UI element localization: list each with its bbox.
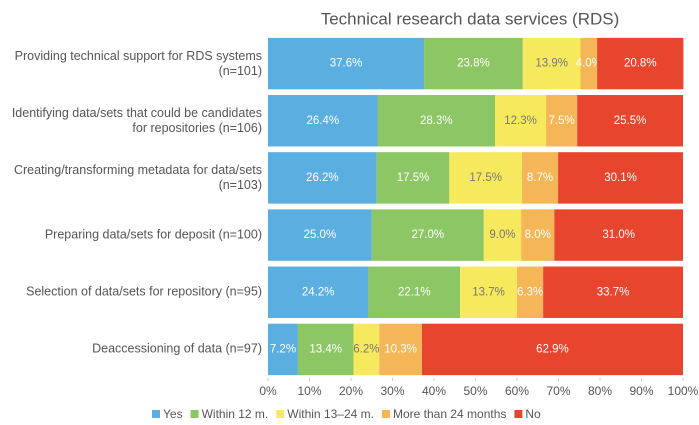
bar-segment: [368, 266, 461, 318]
data-label: 8.7%: [527, 172, 553, 184]
data-label: 33.7%: [597, 286, 630, 298]
bar-segment: [558, 152, 683, 204]
legend-label: Within 12 m.: [202, 407, 269, 421]
bar-segment: [517, 266, 544, 318]
data-label: 25.5%: [614, 115, 647, 127]
data-label: 20.8%: [624, 58, 657, 70]
bar-segment: [495, 95, 547, 147]
data-label: 6.2%: [353, 343, 379, 355]
bar-segment: [268, 266, 369, 318]
bar-segment: [449, 152, 522, 204]
bar-segment: [580, 37, 598, 90]
data-label: 22.1%: [398, 286, 431, 298]
x-tick-label: 30%: [380, 384, 404, 398]
bar-segment: [268, 152, 377, 204]
bar-segment: [371, 209, 484, 261]
bar-segment: [577, 95, 683, 147]
bar-segment: [379, 323, 422, 376]
x-tick-label: 90%: [629, 384, 653, 398]
data-label: 10.3%: [384, 343, 417, 355]
bar-segment: [521, 209, 555, 261]
legend-label: Yes: [163, 407, 183, 421]
bar-segment: [424, 37, 523, 90]
data-label: 7.2%: [270, 343, 296, 355]
bar-segment: [268, 95, 378, 147]
y-tick-label: Creating/transforming metadata for data/…: [13, 162, 262, 192]
legend-swatch: [514, 410, 523, 418]
data-label: 28.3%: [420, 115, 453, 127]
y-tick-label: Providing technical support for RDS syst…: [14, 48, 262, 78]
legend-label: Within 13–24 m.: [287, 407, 374, 421]
bar-segment: [376, 152, 450, 204]
data-label: 9.0%: [489, 229, 515, 241]
x-tick-label: 40%: [422, 384, 446, 398]
data-label: 62.9%: [536, 343, 569, 355]
x-tick-label: 20%: [339, 384, 363, 398]
legend-swatch: [190, 410, 199, 418]
bar-segment: [268, 37, 425, 90]
x-tick-label: 70%: [546, 384, 570, 398]
data-label: 12.3%: [504, 115, 537, 127]
data-label: 8.0%: [525, 229, 551, 241]
x-tick-label: 80%: [588, 384, 612, 398]
bar-segment: [543, 266, 683, 318]
bar-segment: [268, 209, 372, 261]
bar-segment: [268, 323, 298, 376]
data-label: 30.1%: [604, 172, 637, 184]
bar-segment: [554, 209, 683, 261]
data-label: 13.7%: [472, 286, 505, 298]
data-label: 25.0%: [304, 229, 337, 241]
bar-segment: [483, 209, 522, 261]
bar-segment: [353, 323, 380, 376]
data-label: 26.2%: [306, 172, 339, 184]
data-label: 13.4%: [309, 343, 342, 355]
data-label: 7.5%: [549, 115, 575, 127]
bar-segment: [460, 266, 517, 318]
legend-swatch: [381, 410, 390, 418]
chart-title: Technical research data services (RDS): [321, 9, 620, 28]
bar-segment: [421, 323, 683, 376]
data-label: 13.9%: [535, 58, 568, 70]
legend-label: No: [525, 407, 541, 421]
x-tick-label: 50%: [463, 384, 487, 398]
bar-segment: [377, 95, 496, 147]
data-label: 17.5%: [397, 172, 430, 184]
bar-segment: [597, 37, 684, 90]
legend-label: More than 24 months: [393, 407, 506, 421]
data-label: 6.3%: [517, 286, 543, 298]
data-label: 23.8%: [457, 58, 490, 70]
data-label: 17.5%: [469, 172, 502, 184]
legend-swatch: [276, 410, 285, 418]
data-label: 27.0%: [411, 229, 444, 241]
bar-segment: [521, 152, 559, 204]
data-label: 37.6%: [330, 58, 363, 70]
y-tick-label: Deaccessioning of data (n=97): [92, 341, 262, 356]
bar-segment: [522, 37, 581, 90]
x-tick-label: 100%: [668, 384, 699, 398]
legend-swatch: [152, 410, 160, 418]
x-tick-label: 60%: [505, 384, 529, 398]
data-label: 26.4%: [306, 115, 339, 127]
y-tick-label: Preparing data/sets for deposit (n=100): [44, 227, 262, 242]
data-label: 4.0%: [576, 58, 602, 70]
y-tick-label: Identifying data/sets that could be cand…: [11, 105, 262, 135]
bar-segment: [546, 95, 578, 147]
data-label: 24.2%: [302, 286, 335, 298]
data-label: 31.0%: [602, 229, 635, 241]
x-tick-label: 10%: [297, 384, 321, 398]
x-tick-label: 0%: [259, 384, 277, 398]
y-tick-label: Selection of data/sets for repository (n…: [26, 284, 262, 299]
bar-segment: [297, 323, 354, 376]
